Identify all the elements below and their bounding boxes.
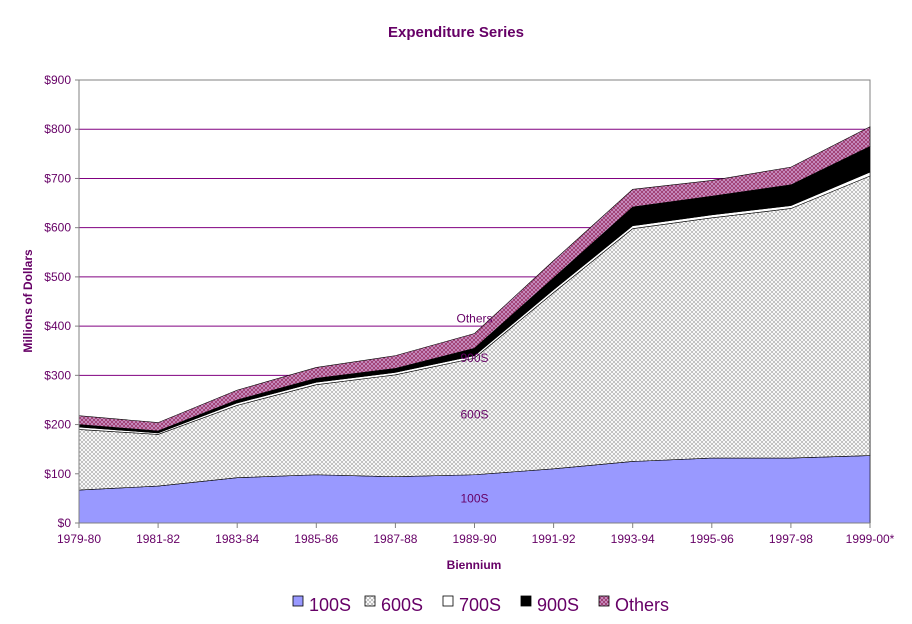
y-tick-label: $400: [44, 319, 71, 333]
y-tick-label: $200: [44, 418, 71, 432]
x-tick-label: 1991-92: [532, 532, 576, 546]
y-axis-title: Millions of Dollars: [21, 249, 35, 353]
y-tick-label: $300: [44, 368, 71, 382]
legend: 100S 600S 700S 900S Others: [292, 595, 669, 615]
x-axis-title: Biennium: [447, 558, 502, 572]
x-tick-label: 1999-00*: [846, 532, 895, 546]
legend-label: 100S: [309, 595, 351, 615]
legend-swatch-others: [598, 595, 610, 607]
series-label: 900S: [460, 351, 488, 365]
x-tick-label: 1995-96: [690, 532, 734, 546]
legend-swatch-900s: [520, 595, 532, 607]
x-tick-labels: 1979-80 1981-82 1983-84 1985-86 1987-88 1989-…: [57, 532, 895, 546]
x-tick-label: 1981-82: [136, 532, 180, 546]
x-tick-label: 1987-88: [373, 532, 417, 546]
series-areas: [78, 126, 871, 524]
series-label: 100S: [460, 491, 488, 505]
y-tick-label: $0: [58, 516, 72, 530]
y-tick-label: $100: [44, 467, 71, 481]
x-tick-label: 1979-80: [57, 532, 101, 546]
x-tick-label: 1997-98: [769, 532, 813, 546]
y-tick-label: $800: [44, 122, 71, 136]
y-tick-labels: $0 $100 $200 $300 $400 $500 $600 $700 $800 $900: [44, 73, 71, 530]
y-tick-label: $700: [44, 171, 71, 185]
y-tick-label: $900: [44, 73, 71, 87]
chart-title: Expenditure Series: [388, 24, 524, 41]
y-tick-label: $500: [44, 270, 71, 284]
legend-swatch-700s: [442, 595, 454, 607]
legend-label: 700S: [459, 595, 501, 615]
series-labels: 100S 600S 900S Others: [456, 312, 492, 506]
y-tick-label: $600: [44, 221, 71, 235]
series-label: 600S: [460, 408, 488, 422]
legend-swatch-600s: [364, 595, 376, 607]
x-tick-label: 1983-84: [215, 532, 259, 546]
legend-label: 600S: [381, 595, 423, 615]
area-others: [78, 126, 871, 432]
legend-label: 900S: [537, 595, 579, 615]
x-tick-label: 1993-94: [611, 532, 655, 546]
legend-label: Others: [615, 595, 669, 615]
axes: [75, 79, 871, 528]
x-tick-label: 1985-86: [294, 532, 338, 546]
x-tick-label: 1989-90: [452, 532, 496, 546]
legend-swatch-100s: [292, 595, 304, 607]
series-label: Others: [456, 312, 492, 326]
